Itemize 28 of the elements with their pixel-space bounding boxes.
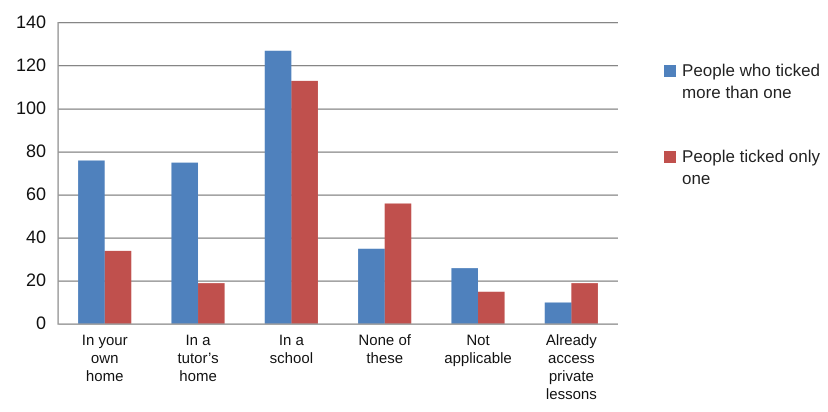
y-tick-label: 0: [36, 312, 46, 333]
y-tick-label: 40: [26, 226, 46, 247]
y-tick-label: 140: [16, 12, 46, 32]
y-tick-label: 80: [26, 140, 46, 161]
x-tick-label: In your own home: [82, 332, 128, 386]
bar: [384, 204, 412, 324]
y-tick-label: 120: [16, 54, 46, 75]
y-tick-label: 100: [16, 98, 46, 118]
bar: [358, 248, 385, 324]
bar: [104, 250, 132, 324]
bar: [544, 302, 572, 324]
x-tick-label: In a tutor’s home: [177, 332, 219, 386]
x-tick-label: Already access private lessons: [546, 332, 598, 404]
bar: [571, 283, 598, 324]
bar: [451, 268, 478, 324]
x-tick-label: None of these: [358, 332, 412, 368]
legend-label: People ticked only one: [682, 146, 821, 190]
y-tick-label: 60: [26, 184, 46, 204]
bar: [478, 292, 505, 324]
x-tick-label: Not applicable: [444, 332, 512, 368]
legend-label: People who ticked more than one: [682, 60, 821, 104]
x-tick-label: In a school: [270, 332, 314, 368]
y-tick-label: 20: [26, 270, 46, 290]
bar: [264, 50, 292, 324]
bar: [198, 283, 225, 324]
bar: [171, 162, 198, 324]
bar: [78, 160, 105, 324]
bar: [291, 80, 318, 324]
